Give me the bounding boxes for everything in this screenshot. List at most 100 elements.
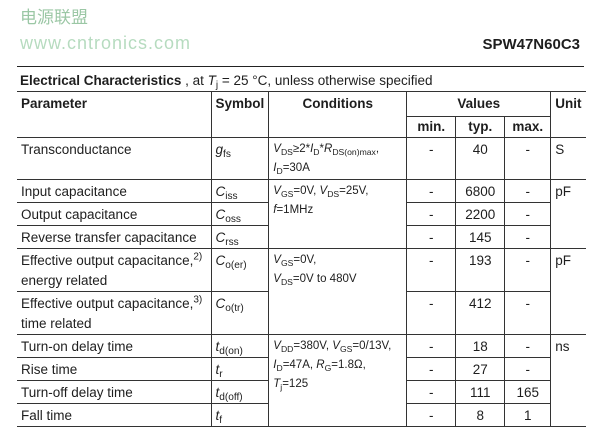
typ-cell: 27 xyxy=(455,357,506,381)
min-cell: - xyxy=(406,225,457,249)
text-segment: I xyxy=(273,162,277,174)
typ-cell: 145 xyxy=(455,225,506,249)
condition-line: VGS=0V, xyxy=(273,251,402,270)
text-segment: f xyxy=(219,415,223,426)
conditions-cell: VDS≥2*ID*RDS(on)max, ID=30A xyxy=(268,137,408,180)
parameter-name: Effective output capacitance, xyxy=(21,253,194,268)
parameter-cell: Turn-off delay time xyxy=(17,380,212,404)
text-segment: C xyxy=(215,296,226,311)
symbol-cell: td(on) xyxy=(210,334,270,358)
parameter-name: Turn-off delay time xyxy=(21,385,133,400)
text-segment: GS xyxy=(339,344,353,354)
text-segment: C xyxy=(215,230,226,245)
typ-cell: 40 xyxy=(455,137,506,180)
text-segment: =25V, xyxy=(339,185,369,197)
typ-cell: 8 xyxy=(455,403,506,427)
min-cell: - xyxy=(406,380,457,404)
parameter-cell: Fall time xyxy=(17,403,212,427)
text-segment: iss xyxy=(225,191,238,202)
text-segment: d(on) xyxy=(219,346,243,357)
condition-line: VDS≥2*ID*RDS(on)max, xyxy=(273,140,402,159)
unit-cell: pF xyxy=(550,248,586,335)
text-segment: C xyxy=(215,184,226,199)
text-segment: * xyxy=(319,143,324,155)
typ-cell: 193 xyxy=(455,248,506,292)
text-segment: t xyxy=(215,385,220,400)
text-segment: C xyxy=(215,207,226,222)
text-segment: = 25 °C, unless otherwise specified xyxy=(218,73,433,88)
text-segment: t xyxy=(215,362,220,377)
text-segment: G xyxy=(324,363,332,373)
unit-cell: pF xyxy=(550,179,586,249)
text-segment: I xyxy=(273,359,277,371)
text-segment: V xyxy=(273,273,281,285)
table-row: Turn-off delay time td(off) -111 165 xyxy=(17,380,586,404)
text-segment: =30A xyxy=(282,162,310,174)
text-segment: GS xyxy=(280,189,294,199)
text-segment: DS xyxy=(280,277,293,287)
text-segment: oss xyxy=(225,214,241,225)
conditions-cell: VDD=380V, VGS=0/13V, ID=47A, RG=1.8Ω, Tj=1… xyxy=(268,334,408,427)
max-cell: - xyxy=(504,225,551,249)
parameter-cell: Turn-on delay time xyxy=(17,334,212,358)
table-row: Transconductance gfs VDS≥2*ID*RDS(on)max, I… xyxy=(17,137,586,180)
typ-cell: 412 xyxy=(455,291,506,335)
parameter-name: Reverse transfer capacitance xyxy=(21,230,197,245)
symbol-cell: Ciss xyxy=(210,179,270,203)
typ-cell: 18 xyxy=(455,334,506,358)
table-row: Rise time tr -27- xyxy=(17,357,586,381)
min-cell: - xyxy=(406,202,457,226)
table-row: Input capacitance Ciss VGS=0V, VDS=25V, f=1… xyxy=(17,179,586,249)
parameter-name-line2: time related xyxy=(21,316,92,331)
text-segment: V xyxy=(273,143,281,155)
footnote-ref: 3) xyxy=(193,294,203,306)
parameter-cell: Effective output capacitance,3) time rela… xyxy=(17,291,212,335)
header-unit: Unit xyxy=(550,91,586,138)
parameter-cell: Output capacitance xyxy=(17,202,212,226)
header-conditions: Conditions xyxy=(268,91,408,138)
text-segment: V xyxy=(319,185,328,197)
text-segment: o(er) xyxy=(225,260,247,271)
min-cell: - xyxy=(406,291,457,335)
text-segment: j xyxy=(215,80,219,91)
text-segment: =0/13V, xyxy=(352,340,392,352)
text-segment: D xyxy=(276,363,283,373)
condition-line: VDS=0V to 480V xyxy=(273,270,402,289)
table-row: Effective output capacitance,2) energy re… xyxy=(17,248,586,335)
text-segment: =380V, xyxy=(293,340,333,352)
symbol-cell: Crss xyxy=(210,225,270,249)
symbol-cell: gfs xyxy=(210,137,270,180)
part-number: SPW47N60C3 xyxy=(482,36,580,53)
text-segment: =0V, xyxy=(293,254,317,266)
max-cell: - xyxy=(504,202,551,226)
max-cell: 1 xyxy=(504,403,551,427)
text-segment: =0V to 480V xyxy=(292,273,357,285)
parameter-cell: Rise time xyxy=(17,357,212,381)
symbol-cell: Co(er) xyxy=(210,248,270,292)
text-segment: T xyxy=(207,73,216,88)
text-segment: f xyxy=(273,204,277,216)
text-segment: =1.8Ω, xyxy=(331,359,366,371)
text-segment: DS xyxy=(280,147,293,157)
electrical-characteristics-table: Parameter Symbol Conditions Values Unit … xyxy=(17,91,586,427)
min-cell: - xyxy=(406,179,457,203)
table-caption: Electrical Characteristics , at Tj = 25 … xyxy=(20,73,433,91)
min-cell: - xyxy=(406,248,457,292)
table-row: Fall time tf -8 1 xyxy=(17,403,586,427)
footnote-ref: 2) xyxy=(193,251,203,263)
text-segment: j xyxy=(280,382,283,392)
max-cell: - xyxy=(504,137,552,180)
typ-cell: 2200 xyxy=(455,202,506,226)
parameter-cell: Effective output capacitance,2) energy re… xyxy=(17,248,212,292)
max-cell: 165 xyxy=(504,380,551,404)
text-segment: I xyxy=(310,143,314,155)
header-symbol: Symbol xyxy=(210,91,270,138)
text-segment: o(tr) xyxy=(225,303,244,314)
min-cell: - xyxy=(406,357,457,381)
parameter-cell: Reverse transfer capacitance xyxy=(17,225,212,249)
text-segment: , at xyxy=(185,73,208,88)
text-segment: DS(on)max xyxy=(332,147,376,157)
conditions-cell: VGS=0V, VDS=25V, f=1MHz xyxy=(268,179,408,249)
text-segment: d(off) xyxy=(219,392,243,403)
condition-line: Tj=125 xyxy=(273,375,402,394)
